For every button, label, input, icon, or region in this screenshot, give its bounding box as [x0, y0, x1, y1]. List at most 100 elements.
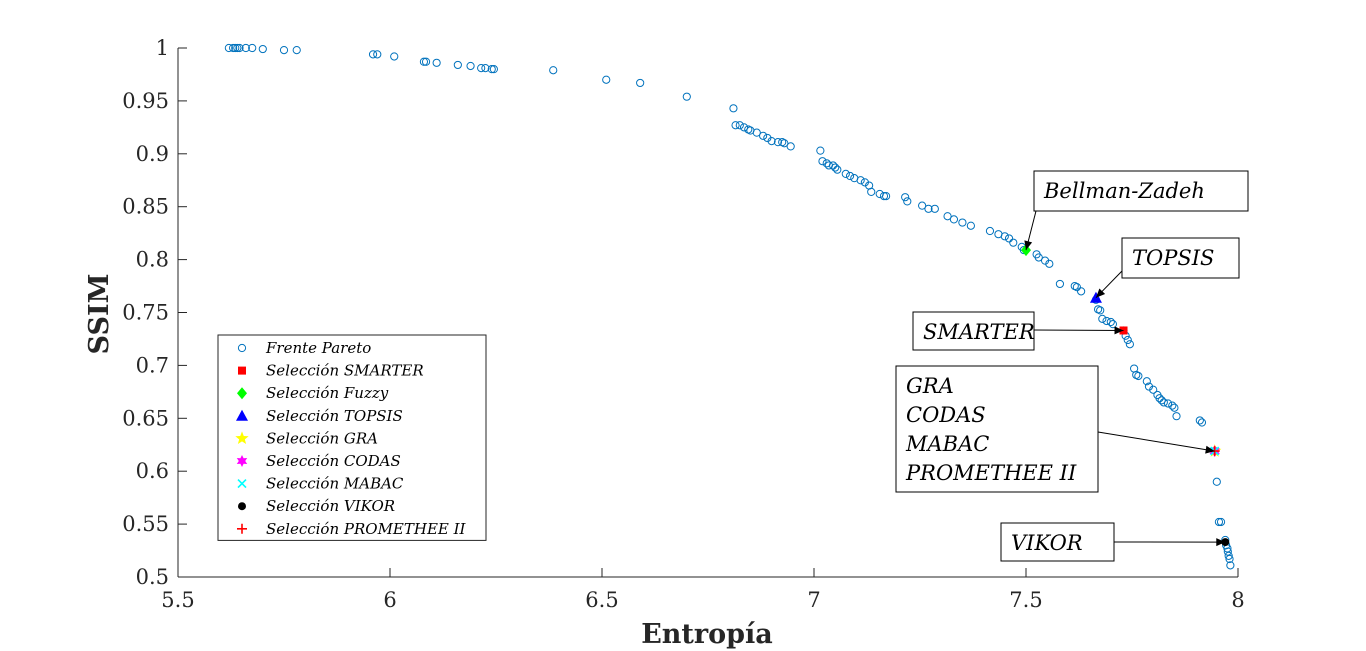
annotation-text: VIKOR — [1011, 531, 1083, 555]
pareto-point — [229, 43, 238, 53]
pareto-point — [759, 131, 768, 140]
annotation-text: MABAC — [905, 432, 989, 456]
legend-label: Selección MABAC — [266, 475, 404, 493]
pareto-point — [432, 58, 441, 67]
pareto-point — [1214, 517, 1224, 527]
legend-marker — [238, 366, 246, 375]
pareto-point — [1077, 287, 1086, 296]
pareto-point — [930, 204, 939, 213]
x-axis-title: Entropía — [641, 619, 773, 650]
pareto-point — [881, 192, 891, 201]
pareto-point — [901, 193, 910, 202]
pareto-point — [231, 43, 240, 53]
pareto-points — [224, 43, 1235, 570]
pareto-point — [602, 75, 611, 84]
pareto-point — [1009, 238, 1018, 247]
legend-label: Selección VIKOR — [266, 497, 395, 515]
pareto-point — [845, 171, 855, 181]
annotation-box — [912, 311, 1035, 351]
annotation-vikor: VIKOR — [1000, 522, 1226, 562]
annotation-text: PROMETHEE II — [905, 461, 1077, 485]
annotation-bellman: Bellman-Zadeh — [1024, 170, 1249, 251]
legend-box — [217, 334, 487, 541]
pareto-point — [241, 43, 250, 53]
pareto-point — [1226, 561, 1235, 570]
legend-marker — [238, 502, 246, 511]
pareto-point — [958, 218, 967, 227]
pareto-point — [1108, 320, 1118, 329]
axes: 5.5 6 6.5 7 7.5 8 0.5 0.55 0.6 0.65 0.7 0.75 0.8 0.85… — [122, 36, 1244, 612]
pareto-point — [1223, 547, 1232, 556]
pareto-point — [1216, 517, 1226, 527]
pareto-point — [841, 169, 850, 179]
annotation-text: TOPSIS — [1132, 246, 1214, 270]
pareto-point — [481, 64, 490, 73]
pareto-point — [1212, 477, 1221, 486]
pareto-point — [1168, 401, 1177, 410]
pareto-point — [477, 64, 486, 73]
pareto-point — [1155, 394, 1164, 403]
pareto-point — [1098, 314, 1107, 323]
annotation-arrowhead — [1024, 240, 1033, 251]
annotation-text: GRA — [906, 374, 954, 398]
pareto-point — [419, 57, 429, 66]
pareto-point — [731, 121, 740, 130]
y-tick-label: 0.8 — [136, 248, 169, 272]
y-tick-label: 0.7 — [136, 353, 169, 377]
pareto-point — [1142, 377, 1151, 386]
pareto-point — [1125, 340, 1134, 349]
x-tick-label: 7.5 — [1009, 588, 1042, 612]
legend-marker — [236, 409, 248, 421]
pareto-point — [1149, 385, 1158, 394]
y-tick-label: 0.85 — [122, 195, 169, 219]
annotation-arrowhead — [1095, 288, 1106, 298]
pareto-point — [1072, 283, 1081, 292]
legend-label: Selección CODAS — [266, 452, 401, 470]
annotations: Bellman-Zadeh TOPSIS SMARTER GRA CODAS MABAC P… — [895, 170, 1249, 562]
pareto-point — [1045, 259, 1054, 268]
legend-entry: Selección GRA — [235, 429, 378, 447]
pareto-point — [1195, 416, 1204, 425]
annotation-box — [895, 365, 1099, 493]
pareto-point — [831, 163, 840, 172]
y-tick-label: 1 — [156, 36, 169, 60]
legend-entry: Selección PROMETHEE II — [237, 520, 467, 538]
pareto-point — [390, 52, 399, 61]
pareto-point — [487, 65, 496, 74]
pareto-point — [1163, 399, 1173, 408]
legend-entry: Selección VIKOR — [238, 497, 395, 515]
pareto-point — [1197, 418, 1207, 427]
pareto-point — [279, 46, 289, 55]
legend-entry: Selección TOPSIS — [236, 407, 403, 425]
pareto-point — [489, 65, 498, 74]
pareto-point — [1134, 371, 1143, 381]
pareto-point — [856, 176, 865, 185]
y-tick-label: 0.9 — [136, 142, 169, 166]
pareto-point — [949, 215, 959, 224]
annotation-arrow-line — [1097, 431, 1215, 452]
pareto-point — [421, 57, 431, 66]
pareto-point — [918, 201, 927, 210]
pareto-point — [1004, 234, 1014, 243]
legend-entry: Selección CODAS — [236, 452, 401, 470]
pareto-point — [248, 43, 257, 53]
pareto-point — [767, 137, 776, 146]
pareto-point — [828, 161, 838, 170]
pareto-point — [903, 197, 912, 206]
legend-marker — [237, 523, 247, 534]
pareto-point — [729, 104, 738, 113]
x-tick-label: 7 — [807, 588, 820, 612]
annotation-smarter: SMARTER — [912, 311, 1124, 351]
pareto-point — [1170, 403, 1179, 412]
pareto-point — [1123, 335, 1132, 345]
pareto-point — [739, 123, 749, 132]
pareto-point — [1224, 551, 1233, 560]
legend-marker — [237, 479, 247, 489]
annotation-text: Bellman-Zadeh — [1043, 179, 1205, 203]
y-tick-label: 0.55 — [122, 512, 169, 536]
x-tick-label: 5.5 — [161, 588, 194, 612]
pareto-point — [1157, 396, 1166, 405]
pareto-point — [453, 60, 462, 70]
pareto-point — [368, 50, 378, 59]
legend-entry: Frente Pareto — [237, 339, 371, 357]
